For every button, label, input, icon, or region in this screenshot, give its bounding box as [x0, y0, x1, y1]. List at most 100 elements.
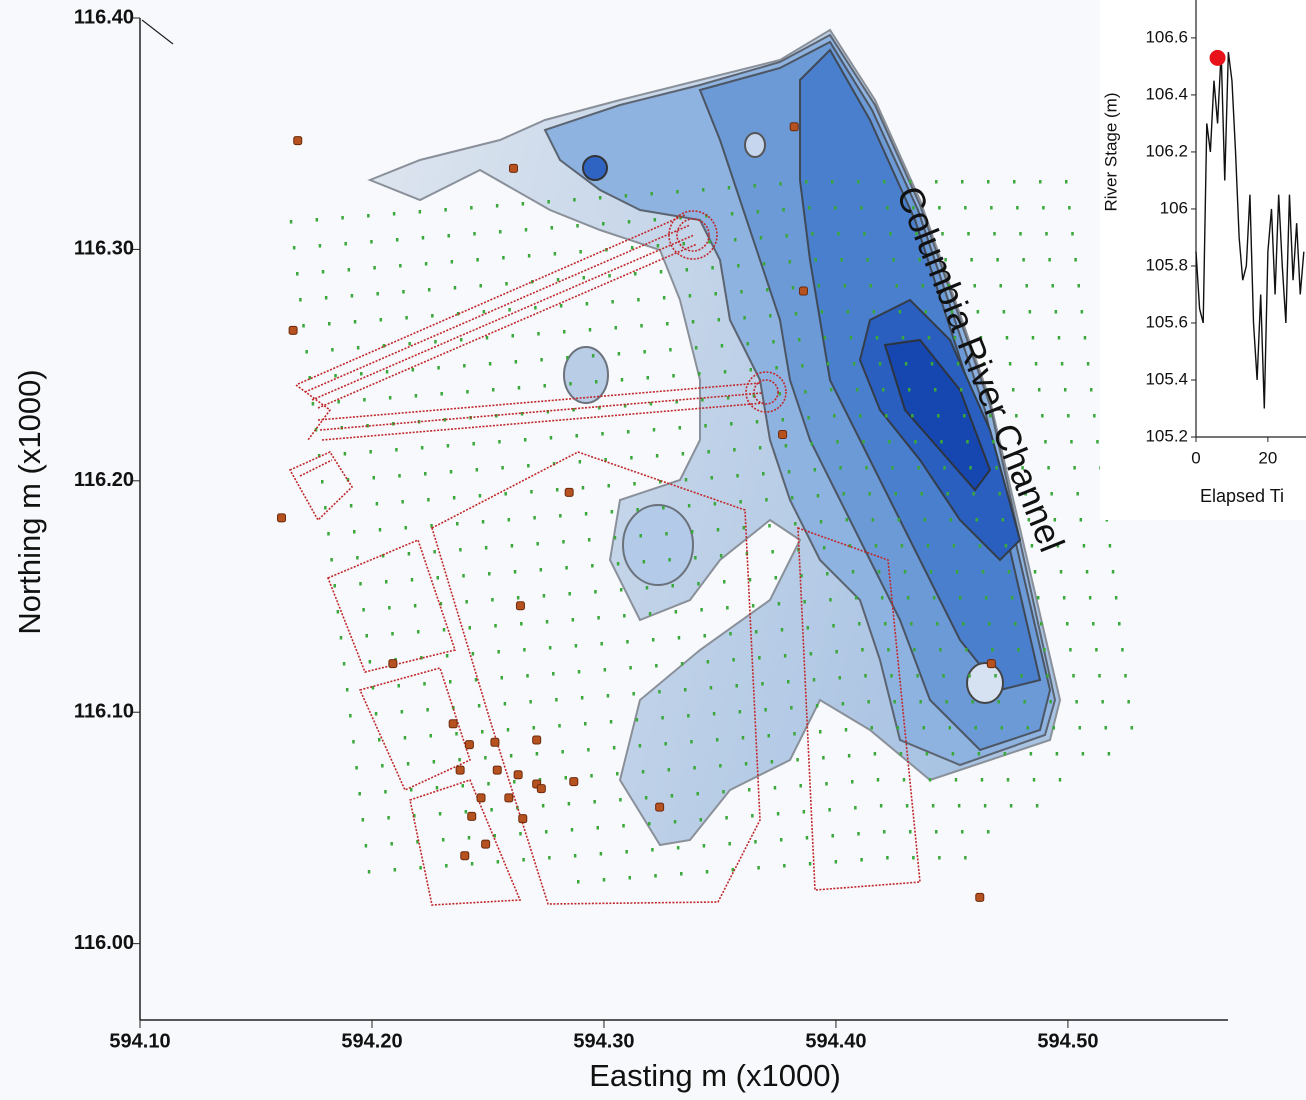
monitor-point	[963, 414, 966, 418]
monitor-point	[487, 782, 490, 786]
monitor-point	[798, 338, 801, 342]
monitor-point	[584, 722, 587, 726]
monitor-point	[775, 366, 778, 370]
monitor-point	[831, 834, 834, 838]
monitor-point	[465, 810, 468, 814]
monitor-point	[385, 580, 388, 584]
monitor-point	[865, 466, 868, 470]
monitor-point	[525, 228, 528, 232]
monitor-point	[589, 328, 592, 332]
monitor-point	[909, 180, 912, 184]
monitor-point	[1059, 778, 1062, 782]
monitor-point	[649, 612, 652, 616]
monitor-point	[390, 842, 393, 846]
monitor-point	[735, 684, 738, 688]
monitor-point	[1086, 570, 1089, 574]
monitor-point	[340, 636, 343, 640]
monitor-point	[312, 402, 315, 406]
monitor-point	[868, 492, 871, 496]
monitor-point	[356, 556, 359, 560]
monitor-point	[895, 284, 898, 288]
monitor-point	[961, 180, 964, 184]
monitor-point	[629, 876, 632, 880]
monitor-point	[893, 700, 896, 704]
monitor-point	[653, 428, 656, 432]
monitor-point	[1067, 414, 1070, 418]
monitor-point	[777, 812, 780, 816]
monitor-point	[619, 798, 622, 802]
monitor-point	[1083, 544, 1086, 548]
monitor-point	[825, 782, 828, 786]
monitor-point	[808, 206, 811, 210]
monitor-point	[768, 524, 771, 528]
monitor-point	[565, 566, 568, 570]
monitor-point	[931, 362, 934, 366]
monitor-point	[881, 596, 884, 600]
monitor-point	[479, 494, 482, 498]
monitor-point	[757, 866, 760, 870]
monitor-point	[939, 648, 942, 652]
inset-y-tick-label: 106	[1160, 198, 1188, 217]
monitor-point	[597, 616, 600, 620]
monitor-point	[540, 358, 543, 362]
monitor-point	[842, 492, 845, 496]
monitor-point	[912, 856, 915, 860]
monitor-point	[904, 570, 907, 574]
monitor-point	[1035, 362, 1038, 366]
monitor-point	[890, 674, 893, 678]
monitor-point	[447, 444, 450, 448]
monitor-point	[401, 710, 404, 714]
monitor-point	[470, 206, 473, 210]
monitor-point	[425, 262, 428, 266]
monitor-point	[785, 444, 788, 448]
monitor-point	[1023, 700, 1026, 704]
monitor-point	[1010, 804, 1013, 808]
monitor-point	[381, 764, 384, 768]
monitor-point	[620, 588, 623, 592]
monitor-point	[618, 352, 621, 356]
monitor-point	[861, 648, 864, 652]
monitor-point	[583, 276, 586, 280]
monitor-point	[1008, 570, 1011, 574]
monitor-point	[466, 390, 469, 394]
monitor-point	[832, 624, 835, 628]
monitor-point	[860, 206, 863, 210]
monitor-point	[628, 220, 631, 224]
monitor-point	[1040, 622, 1043, 626]
monitor-point	[658, 690, 661, 694]
monitor-point	[714, 292, 717, 296]
monitor-point	[674, 820, 677, 824]
monitor-point	[836, 440, 839, 444]
monitor-point	[1016, 206, 1019, 210]
monitor-point	[891, 466, 894, 470]
monitor-point	[1025, 284, 1028, 288]
monitor-point	[1105, 726, 1108, 730]
monitor-point	[421, 446, 424, 450]
monitor-point	[885, 414, 888, 418]
monitor-point	[489, 362, 492, 366]
monitor-point	[746, 342, 749, 346]
monitor-point	[970, 258, 973, 262]
well	[514, 771, 522, 779]
monitor-point	[491, 598, 494, 602]
monitor-point	[344, 242, 347, 246]
monitor-point	[655, 664, 658, 668]
monitor-point	[636, 718, 639, 722]
monitor-point	[767, 734, 770, 738]
monitor-point	[1027, 726, 1030, 730]
monitor-point	[536, 542, 539, 546]
monitor-point	[1060, 570, 1063, 574]
monitor-point	[362, 608, 365, 612]
monitor-point	[643, 350, 646, 354]
monitor-point	[629, 666, 632, 670]
monitor-point	[855, 596, 858, 600]
monitor-point	[780, 838, 783, 842]
plume-spot	[583, 156, 607, 180]
monitor-point	[633, 482, 636, 486]
well	[533, 736, 541, 744]
monitor-point	[804, 390, 807, 394]
x-tick-label: 594.30	[573, 1030, 634, 1052]
monitor-point	[911, 414, 914, 418]
well	[493, 766, 501, 774]
monitor-point	[1002, 518, 1005, 522]
